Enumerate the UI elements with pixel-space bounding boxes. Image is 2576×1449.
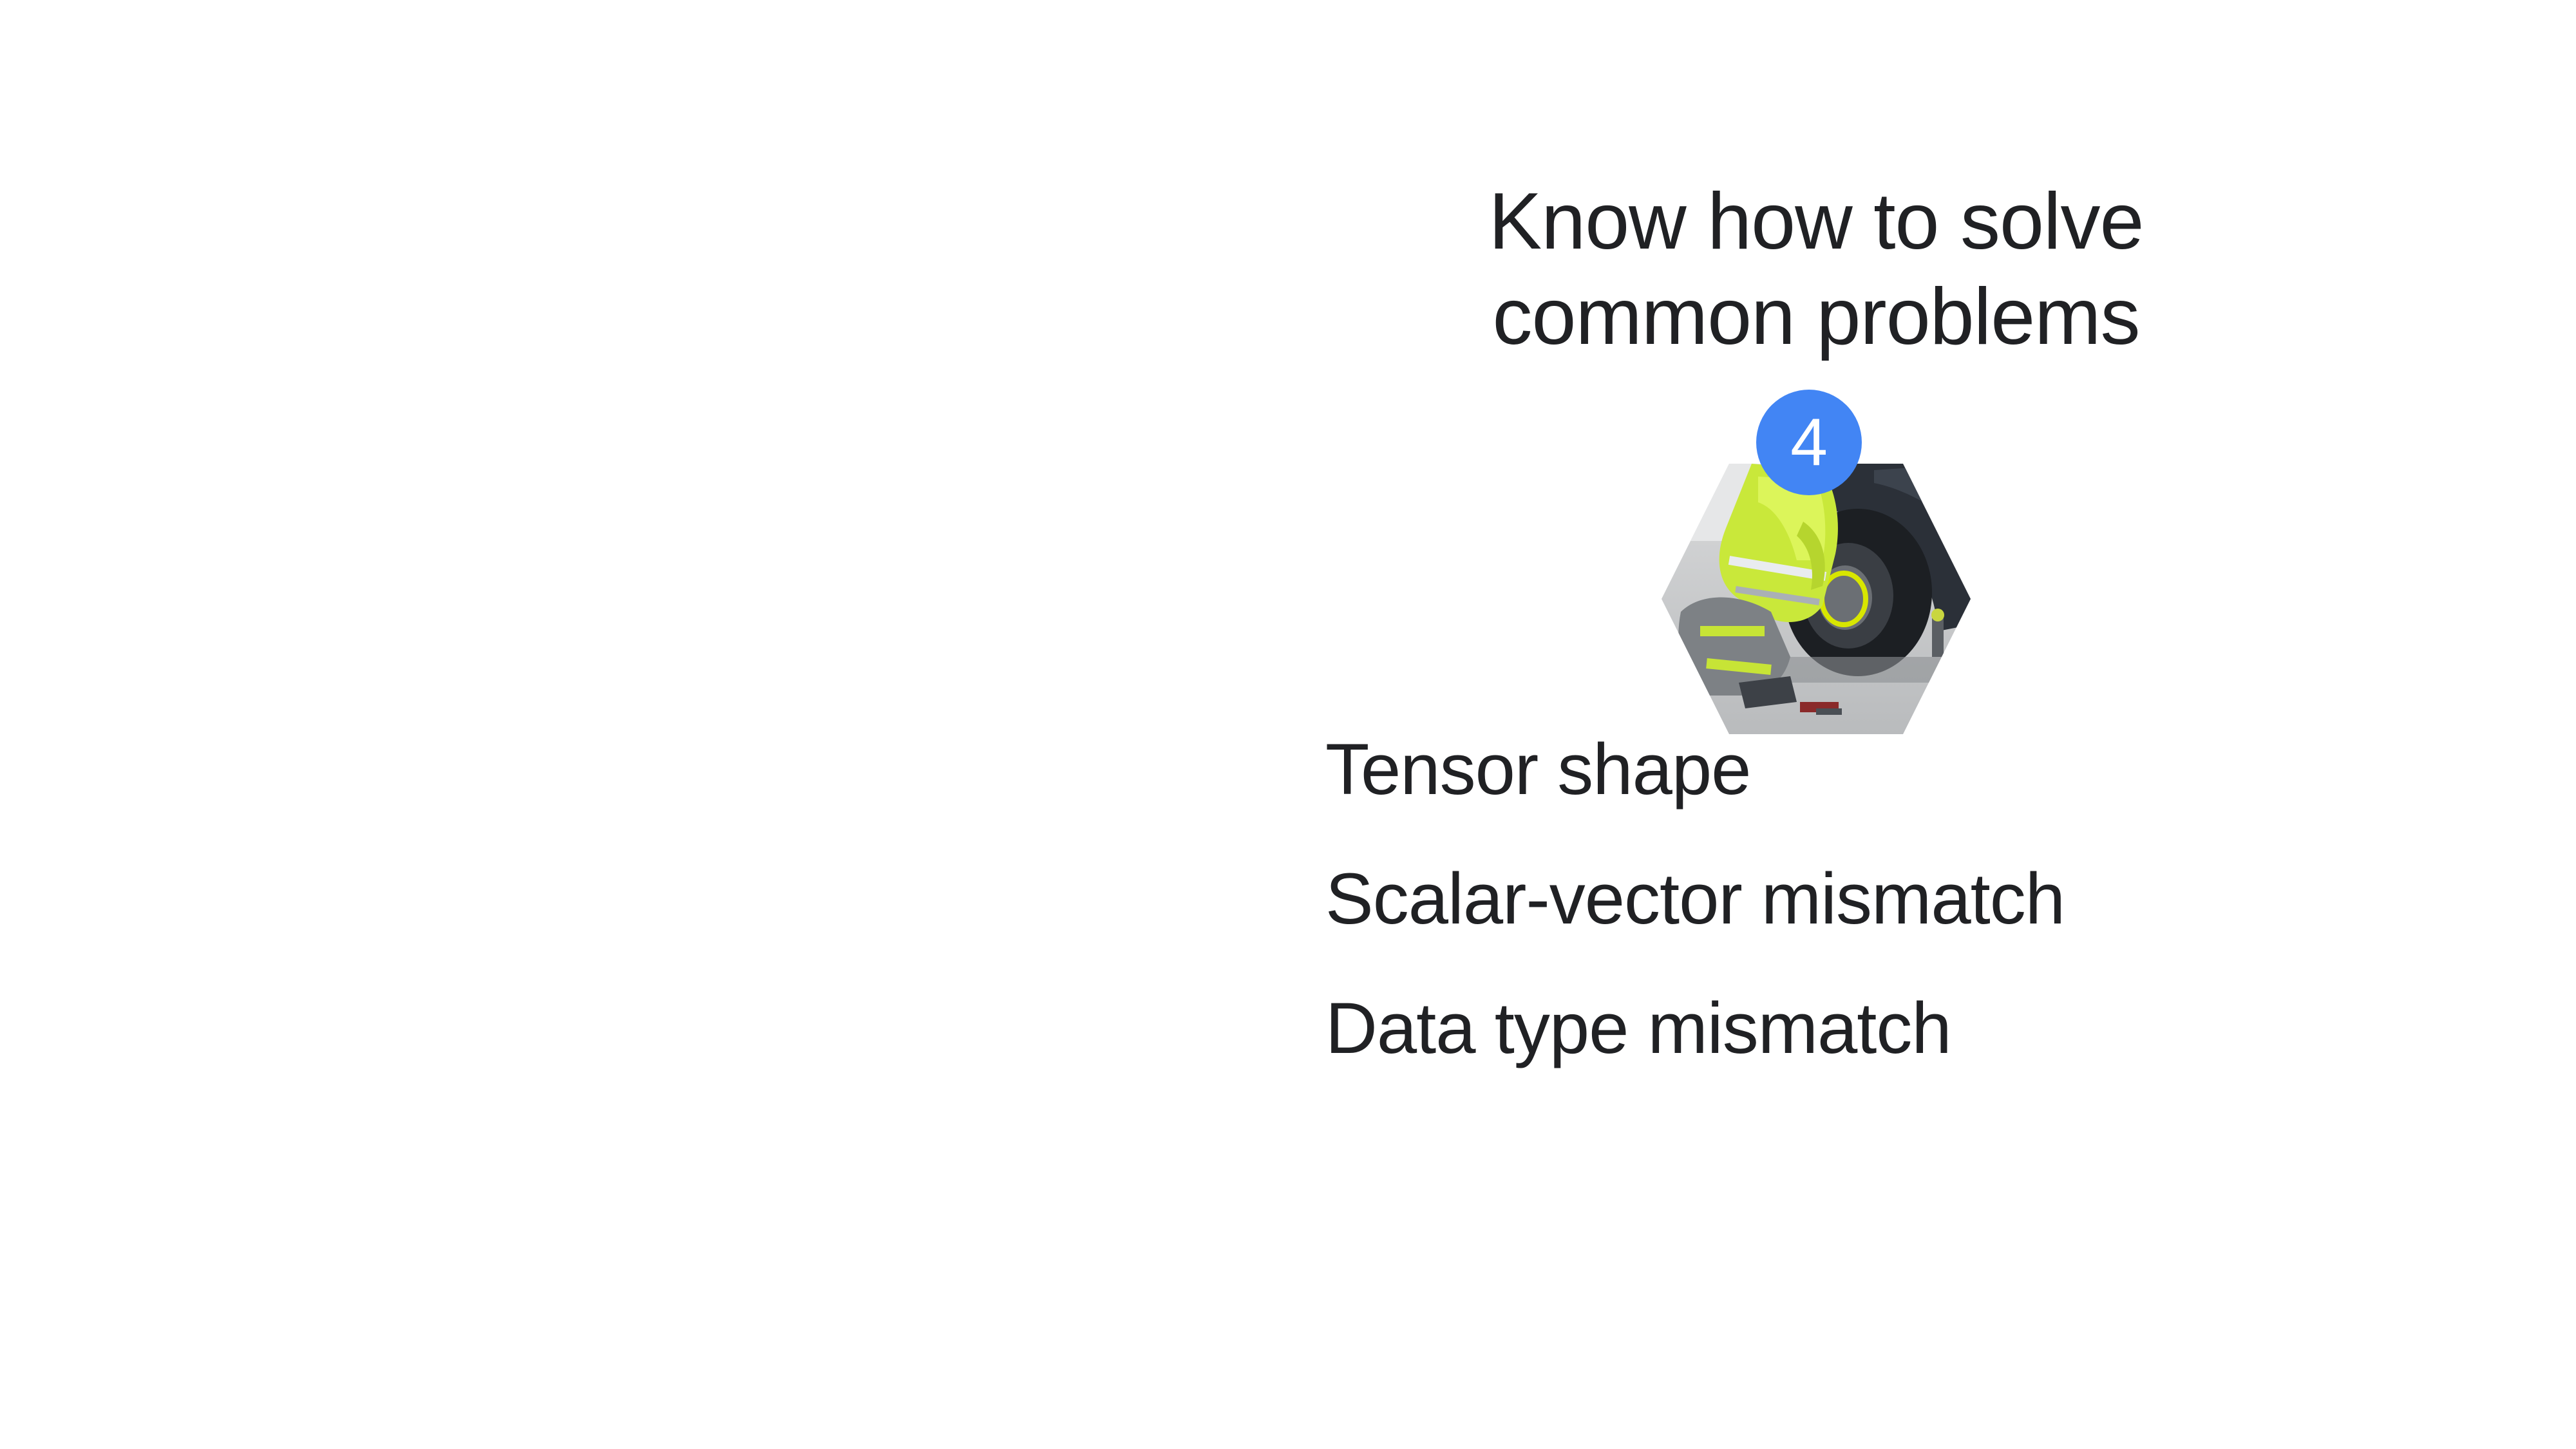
list-item: Scalar-vector mismatch — [1325, 858, 2065, 939]
problem-list: Tensor shape Scalar-vector mismatch Data… — [1325, 728, 2065, 1116]
slide-title: Know how to solve common problems — [1404, 174, 2228, 365]
mechanic-changing-tire-icon — [1662, 464, 1971, 734]
list-item: Data type mismatch — [1325, 988, 1952, 1068]
title-line-1: Know how to solve — [1488, 177, 2145, 266]
step-number-badge: 4 — [1756, 390, 1862, 495]
list-item: Tensor shape — [1325, 729, 1751, 810]
title-line-2: common problems — [1492, 272, 2141, 361]
